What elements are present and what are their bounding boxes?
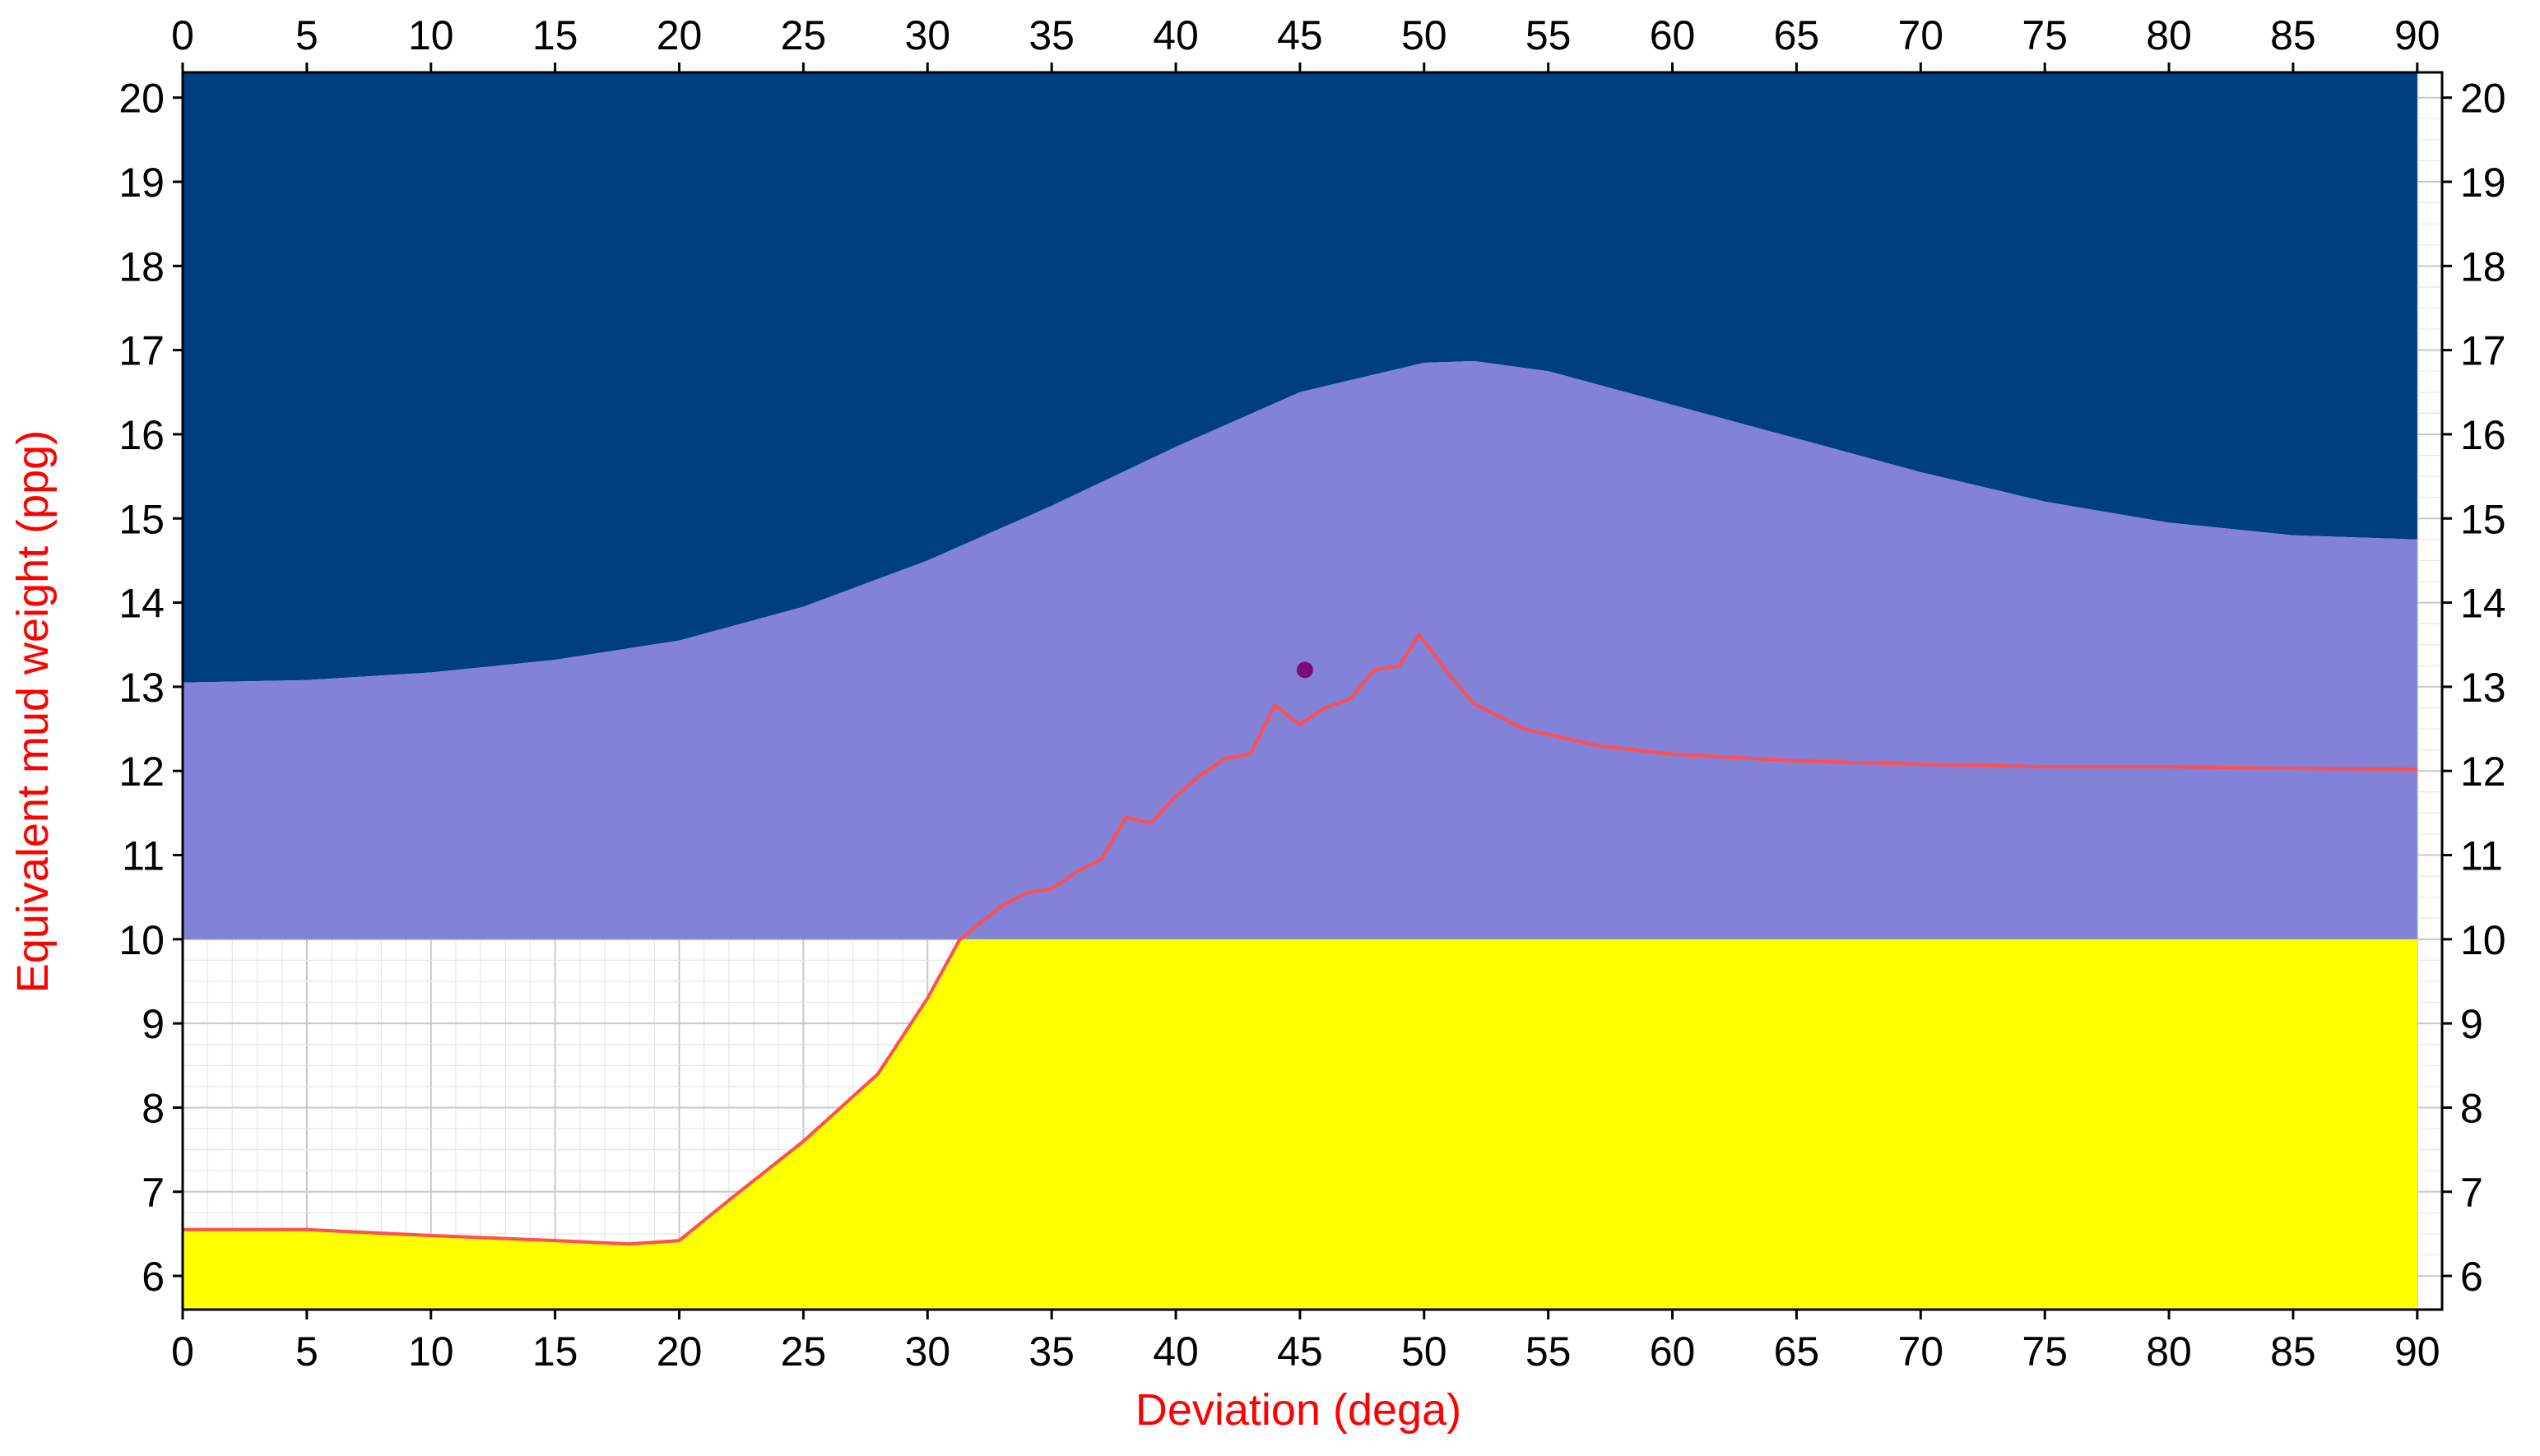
x-tick-label-bottom: 30	[904, 1328, 950, 1375]
y-tick-label-left: 15	[118, 496, 165, 542]
x-axis-bottom: 0 5 10 15 20 25 30 35 40 45 50 55 60 65 70 75 80 85 90	[171, 1310, 2440, 1375]
x-tick-label-bottom: 35	[1029, 1328, 1075, 1375]
y-tick-label-left: 6	[142, 1254, 165, 1300]
band-upper	[183, 72, 2417, 683]
x-tick-label-top: 75	[2022, 12, 2068, 58]
x-tick-label-bottom: 85	[2270, 1328, 2316, 1375]
y-tick-label-left: 11	[122, 833, 165, 879]
x-tick-label-top: 65	[1774, 12, 1820, 58]
x-tick-label-bottom: 0	[171, 1328, 194, 1375]
x-tick-label-top: 60	[1650, 12, 1696, 58]
x-axis-label: Deviation (dega)	[1135, 1385, 1461, 1435]
x-axis-top: 0 5 10 15 20 25 30 35 40 45 50 55 60 65 70 75 80 85 90	[171, 12, 2440, 72]
band-lower	[183, 939, 2417, 1310]
series	[183, 633, 2417, 1246]
y-tick-label-left: 7	[142, 1170, 165, 1216]
y-tick-label-left: 10	[118, 917, 165, 963]
y-tick-label-right: 15	[2460, 496, 2506, 542]
y-tick-label-left: 12	[118, 749, 165, 795]
y-tick-label-right: 18	[2460, 243, 2506, 290]
y-tick-label-left: 8	[142, 1085, 165, 1131]
y-tick-label-right: 6	[2460, 1254, 2483, 1300]
x-tick-label-bottom: 25	[781, 1328, 827, 1375]
x-tick-label-top: 0	[171, 12, 194, 58]
y-tick-label-right: 8	[2460, 1085, 2483, 1131]
y-tick-label-left: 18	[118, 243, 165, 290]
y-tick-label-right: 7	[2460, 1170, 2483, 1216]
x-tick-label-bottom: 5	[295, 1328, 318, 1375]
x-tick-label-top: 70	[1897, 12, 1943, 58]
x-tick-label-bottom: 75	[2022, 1328, 2068, 1375]
x-tick-label-top: 30	[904, 12, 950, 58]
x-tick-label-top: 85	[2270, 12, 2316, 58]
y-tick-label-right: 11	[2460, 833, 2503, 879]
x-tick-label-bottom: 20	[657, 1328, 703, 1375]
band-middle	[183, 360, 2417, 939]
x-tick-label-bottom: 60	[1650, 1328, 1696, 1375]
x-tick-label-top: 90	[2394, 12, 2440, 58]
bands	[183, 72, 2417, 1310]
y-tick-label-left: 16	[118, 412, 165, 458]
x-tick-label-bottom: 10	[408, 1328, 454, 1375]
y-tick-label-right: 14	[2460, 581, 2506, 627]
y-axis-right: 6 7 8 9 10 11 12 13 14 15 16 17 18 19 20	[2442, 76, 2506, 1300]
y-axis-left: 6 7 8 9 10 11 12 13 14 15 16 17 18 19 20	[118, 76, 183, 1300]
y-tick-label-left: 19	[118, 160, 165, 206]
x-tick-label-bottom: 45	[1277, 1328, 1323, 1375]
x-tick-label-bottom: 80	[2146, 1328, 2192, 1375]
y-axis-label: Equivalent mud weight (ppg)	[8, 430, 58, 993]
y-tick-label-right: 13	[2460, 665, 2506, 711]
x-tick-label-top: 15	[532, 12, 578, 58]
x-tick-label-bottom: 65	[1774, 1328, 1820, 1375]
x-tick-label-top: 35	[1029, 12, 1075, 58]
x-tick-label-top: 80	[2146, 12, 2192, 58]
x-tick-label-bottom: 70	[1897, 1328, 1943, 1375]
x-tick-label-top: 10	[408, 12, 454, 58]
points	[1296, 661, 1313, 679]
y-tick-label-left: 17	[118, 328, 165, 374]
data-point	[1296, 661, 1313, 679]
y-tick-label-right: 10	[2460, 917, 2506, 963]
y-tick-label-right: 16	[2460, 412, 2506, 458]
y-tick-label-right: 9	[2460, 1001, 2483, 1047]
x-tick-label-bottom: 55	[1525, 1328, 1572, 1375]
x-tick-label-top: 55	[1525, 12, 1572, 58]
x-tick-label-top: 45	[1277, 12, 1323, 58]
x-tick-label-top: 50	[1401, 12, 1447, 58]
plot-frame	[181, 71, 2444, 1311]
y-tick-label-left: 14	[118, 581, 165, 627]
x-tick-label-bottom: 50	[1401, 1328, 1447, 1375]
y-tick-label-right: 20	[2460, 76, 2506, 122]
series-line	[183, 633, 2417, 1246]
plot-border	[181, 71, 2444, 1311]
x-tick-label-top: 25	[781, 12, 827, 58]
y-tick-label-right: 17	[2460, 328, 2506, 374]
x-tick-label-bottom: 90	[2394, 1328, 2440, 1375]
x-tick-label-top: 20	[657, 12, 703, 58]
y-tick-label-right: 12	[2460, 749, 2506, 795]
y-tick-label-left: 13	[118, 665, 165, 711]
x-tick-label-bottom: 40	[1153, 1328, 1199, 1375]
y-tick-label-left: 9	[142, 1001, 165, 1047]
x-tick-label-top: 40	[1153, 12, 1199, 58]
x-tick-label-top: 5	[295, 12, 318, 58]
y-tick-label-left: 20	[118, 76, 165, 122]
x-tick-label-bottom: 15	[532, 1328, 578, 1375]
y-tick-label-right: 19	[2460, 160, 2506, 206]
